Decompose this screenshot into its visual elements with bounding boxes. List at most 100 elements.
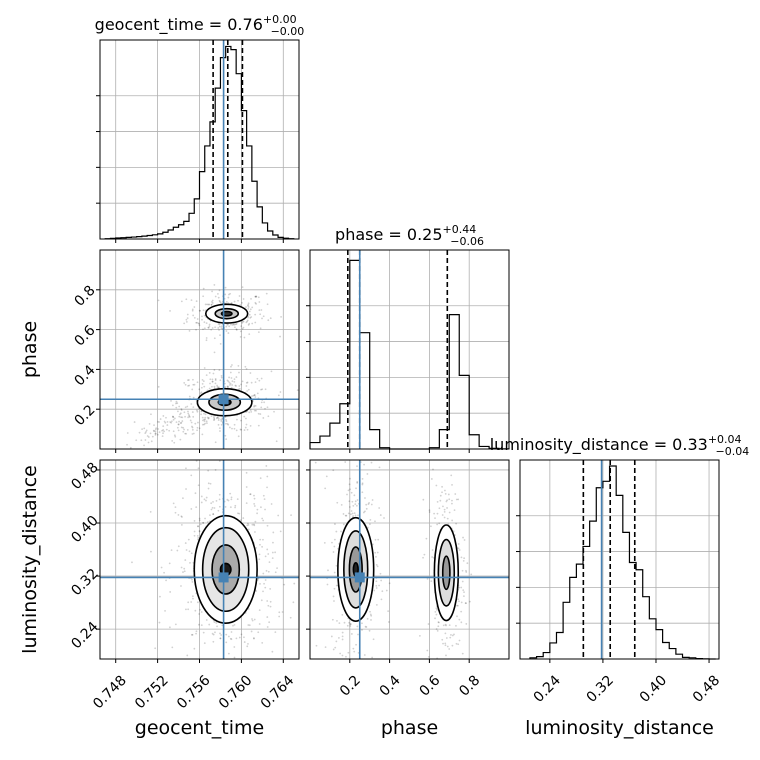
- pair-phase-luminosity_distance-sample-0-324: [336, 501, 339, 504]
- pair-geocent_time-luminosity_distance-sample-0-209: [253, 505, 256, 507]
- pair-geocent_time-phase-sample-1-124: [260, 377, 263, 380]
- pair-geocent_time-phase-sample-1-159: [188, 395, 191, 398]
- pair-geocent_time-luminosity_distance-sample-0-16: [174, 506, 177, 508]
- pair-geocent_time-phase-sample-0-32: [208, 303, 211, 306]
- pair-geocent_time-luminosity_distance-sample-0-233: [253, 637, 255, 639]
- pair-geocent_time-luminosity_distance-sample-0-249: [202, 521, 205, 524]
- pair-geocent_time-luminosity_distance-sample-0-14: [170, 549, 173, 551]
- pair-geocent_time-phase-tail-sample-44: [192, 406, 195, 409]
- pair-geocent_time-phase-sample-1-367: [233, 380, 236, 383]
- pair-geocent_time-phase-sample-0-193: [237, 299, 239, 302]
- pair-geocent_time-phase-tail-sample-69: [145, 430, 147, 433]
- pair-geocent_time-phase-tail-sample-4: [166, 420, 169, 423]
- pair-phase-luminosity_distance-sample-1-192: [460, 601, 463, 604]
- pair-geocent_time-phase-sample-1-331: [175, 400, 178, 403]
- xtick-label-luminosity_distance-1: 0.32: [584, 673, 617, 706]
- pair-geocent_time-phase-sample-0-112: [254, 301, 257, 304]
- pair-geocent_time-phase-tail-sample-46: [183, 428, 185, 431]
- pair-geocent_time-luminosity_distance-sample-0-579: [215, 622, 218, 624]
- pair-geocent_time-phase-tail-sample-12: [178, 420, 180, 423]
- pair-geocent_time-phase-sample-1-127: [201, 378, 204, 381]
- pair-geocent_time-phase-tail-sample-138: [200, 410, 203, 413]
- pair-geocent_time-phase-sample-0-98: [202, 287, 205, 290]
- pair-phase-luminosity_distance-sample-1-188: [450, 474, 453, 477]
- pair-geocent_time-luminosity_distance-sample-0-593: [158, 621, 161, 624]
- xtick-label-phase-1: 0.4: [377, 672, 404, 699]
- pair-phase-luminosity_distance-sample-0-362: [348, 500, 351, 503]
- pair-geocent_time-phase-sample-0-68: [260, 309, 263, 311]
- pair-phase-luminosity_distance-sample-0-164: [330, 635, 333, 638]
- pair-geocent_time-phase-sample-1-320: [253, 404, 256, 407]
- pair-geocent_time-phase-tail-sample-50: [172, 418, 175, 421]
- pair-phase-luminosity_distance-sample-0-231: [355, 504, 358, 507]
- pair-geocent_time-phase-sample-1-381: [273, 410, 275, 413]
- ylabel-luminosity_distance: luminosity_distance: [19, 465, 41, 654]
- pair-phase-luminosity_distance-sample-0-253: [341, 654, 344, 657]
- pair-geocent_time-phase-sample-0-194: [241, 286, 244, 289]
- pair-geocent_time-phase-sample-1-157: [205, 374, 208, 376]
- pair-geocent_time-luminosity_distance-sample-0-251: [269, 605, 272, 608]
- pair-phase-luminosity_distance-sample-1-184: [422, 556, 424, 559]
- pair-geocent_time-luminosity_distance-sample-0-252: [131, 561, 133, 564]
- pair-geocent_time-luminosity_distance-sample-0-388: [206, 521, 209, 523]
- pair-phase-luminosity_distance-sample-0-117: [353, 512, 356, 515]
- pair-geocent_time-phase-tail-sample-91: [173, 434, 176, 437]
- pair-geocent_time-luminosity_distance-sample-0-315: [239, 519, 242, 522]
- pair-geocent_time-phase-sample-1-369: [200, 391, 203, 394]
- pair-phase-luminosity_distance-sample-1-150: [444, 623, 447, 626]
- ytick-label-luminosity_distance-1: 0.32: [68, 566, 101, 599]
- pair-geocent_time-phase-tail-sample-57: [180, 409, 183, 411]
- pair-geocent_time-luminosity_distance-sample-0-557: [193, 534, 196, 537]
- pair-geocent_time-phase-sample-1-151: [252, 394, 255, 397]
- pair-phase-luminosity_distance-sample-0-168: [340, 530, 342, 533]
- pair-geocent_time-phase-sample-0-128: [234, 326, 236, 329]
- pair-phase-luminosity_distance-sample-0-23: [345, 655, 347, 658]
- pair-geocent_time-luminosity_distance-sample-0-103: [278, 611, 281, 614]
- pair-geocent_time-phase-tail-sample-51: [165, 428, 168, 431]
- pair-geocent_time-phase-sample-0-189: [205, 339, 208, 342]
- pair-phase-luminosity_distance-sample-1-166: [457, 643, 460, 646]
- pair-geocent_time-phase-tail-sample-31: [213, 419, 215, 421]
- pair-phase-luminosity_distance-sample-1-98: [463, 539, 466, 541]
- pair-geocent_time-luminosity_distance-sample-0-156: [150, 550, 152, 553]
- pair-geocent_time-phase-sample-0-5: [185, 318, 188, 321]
- pair-phase-luminosity_distance-sample-0-338: [373, 589, 376, 592]
- pair-geocent_time-luminosity_distance-sample-0-185: [185, 467, 187, 470]
- pair-phase-luminosity_distance-sample-0-26: [362, 511, 365, 514]
- pair-geocent_time-luminosity_distance-sample-0-500: [269, 600, 272, 603]
- pair-geocent_time-phase-sample-1-88: [213, 418, 216, 421]
- pair-geocent_time-phase-sample-0-54: [230, 323, 232, 326]
- pair-geocent_time-luminosity_distance-sample-0-69: [203, 498, 206, 501]
- pair-geocent_time-phase-sample-1-39: [245, 423, 248, 426]
- pair-phase-luminosity_distance-sample-1-137: [457, 598, 460, 601]
- pair-geocent_time-phase-sample-1-184: [171, 440, 174, 442]
- pair-geocent_time-luminosity_distance-sample-0-312: [274, 571, 277, 574]
- pair-geocent_time-phase-sample-0-126: [255, 295, 258, 298]
- pair-phase-luminosity_distance-sample-1-248: [446, 507, 448, 509]
- pair-geocent_time-luminosity_distance-sample-0-399: [196, 535, 199, 537]
- pair-phase-luminosity_distance-sample-1-145: [458, 586, 461, 589]
- pair-geocent_time-phase-tail-sample-59: [170, 420, 173, 423]
- pair-phase-luminosity_distance-sample-1-243: [443, 516, 446, 519]
- pair-geocent_time-phase-sample-1-370: [218, 386, 220, 389]
- pair-phase-luminosity_distance-sample-0-28: [388, 582, 391, 585]
- pair-geocent_time-phase-sample-0-61: [242, 298, 245, 300]
- pair-geocent_time-luminosity_distance-sample-0-95: [193, 520, 196, 522]
- pair-geocent_time-luminosity_distance-sample-0-566: [279, 530, 282, 533]
- ytick-label-phase-2: 0.6: [72, 322, 99, 349]
- pair-phase-luminosity_distance-sample-1-100: [460, 556, 463, 559]
- pair-geocent_time-luminosity_distance-sample-0-396: [198, 517, 201, 520]
- pair-geocent_time-luminosity_distance-sample-0-256: [174, 511, 177, 514]
- pair-geocent_time-luminosity_distance-sample-0-458: [160, 566, 163, 569]
- pair-geocent_time-luminosity_distance-sample-0-406: [195, 632, 197, 635]
- pair-phase-luminosity_distance-sample-1-38: [446, 645, 449, 648]
- pair-phase-luminosity_distance-sample-0-152: [346, 493, 348, 496]
- pair-geocent_time-phase-sample-1-54: [275, 440, 278, 443]
- pair-geocent_time-phase-sample-1-203: [192, 396, 195, 399]
- pair-geocent_time-phase-tail-sample-73: [216, 416, 219, 419]
- pair-geocent_time-luminosity_distance-sample-0-345: [262, 538, 264, 541]
- pair-phase-luminosity_distance-sample-0-103: [361, 629, 363, 631]
- pair-phase-luminosity_distance-sample-0-147: [325, 475, 328, 478]
- pair-geocent_time-luminosity_distance-sample-0-540: [200, 624, 203, 627]
- pair-phase-luminosity_distance-sample-1-132: [456, 615, 458, 618]
